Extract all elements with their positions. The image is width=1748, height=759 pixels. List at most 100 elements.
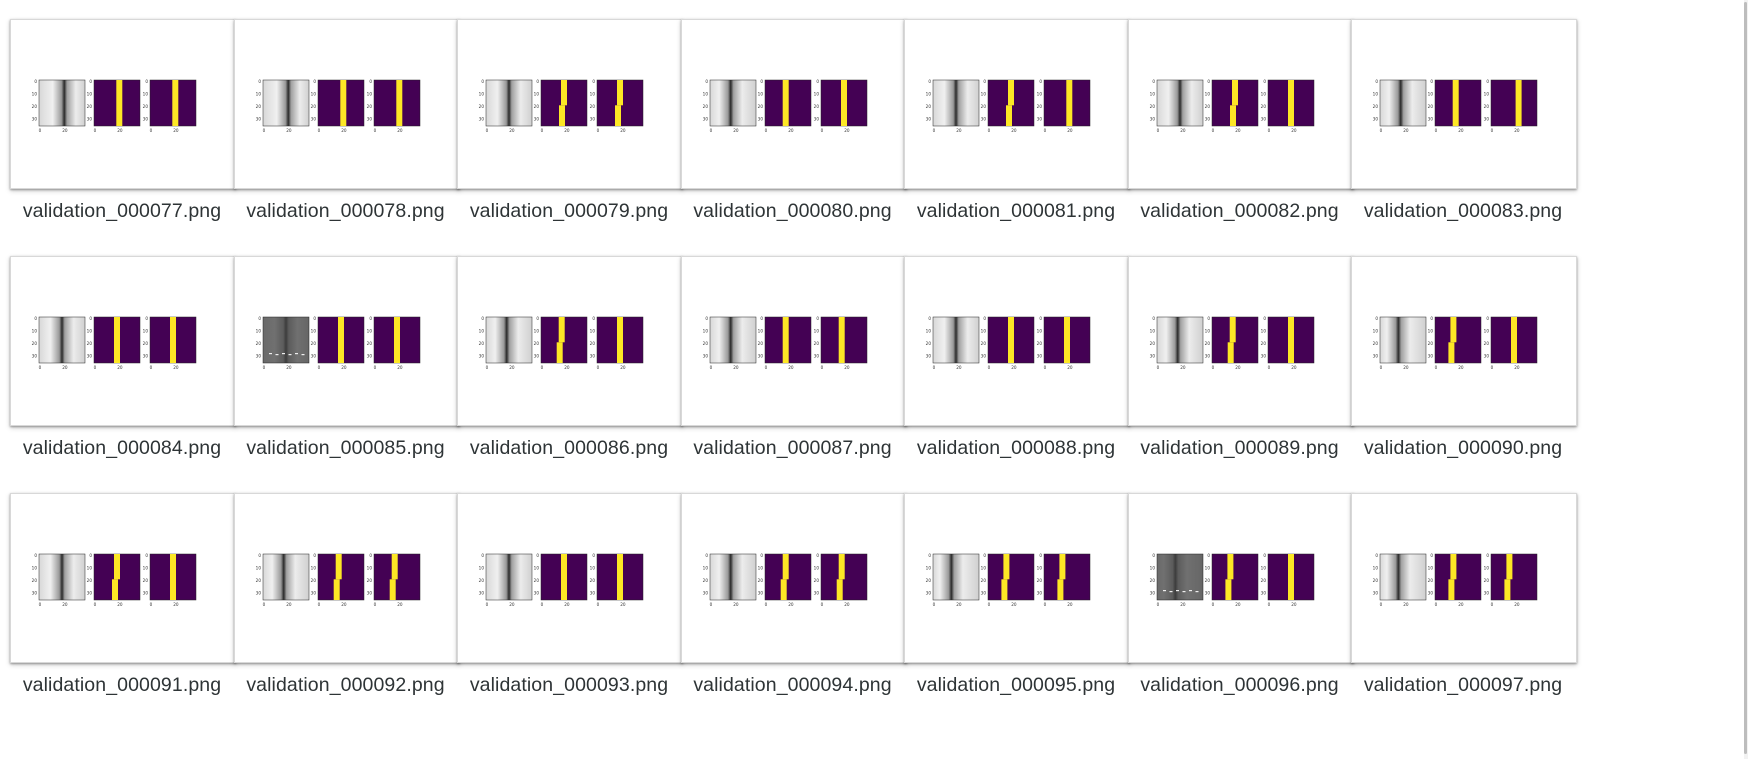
ground-truth-mask-stripe [114,317,120,363]
input-image-panel [262,553,309,601]
ground-truth-mask-panel [1434,316,1482,364]
file-name-label[interactable]: validation_000097.png [1363,674,1563,696]
file-item[interactable]: 0 10 20 30 0 20 0 10 20 30 0 20 0 10 20 30 0 20 validation… [222,0,462,240]
file-name-label[interactable]: validation_000091.png [22,674,222,696]
file-thumbnail[interactable]: 0 10 20 30 0 20 0 10 20 30 0 20 0 10 20 30 0 20 [1127,19,1354,189]
y-tick-label: 10 [1204,328,1210,333]
thumbnail-plot: 0 10 20 30 0 20 0 10 20 30 0 20 0 10 20 30 0 20 [1373,553,1538,607]
file-item[interactable]: 0 10 20 30 0 20 0 10 20 30 0 20 0 10 20 30 0 20 validation… [1339,0,1579,240]
scrollbar-thumb[interactable] [1744,2,1747,754]
file-thumbnail[interactable]: 0 10 20 30 0 20 0 10 20 30 0 20 0 10 20 30 0 20 [233,19,460,189]
file-name-label[interactable]: validation_000094.png [693,674,892,696]
file-thumbnail[interactable]: 0 10 20 30 0 20 0 10 20 30 0 20 0 10 20 30 0 20 [1351,19,1577,189]
file-name-label[interactable]: validation_000080.png [693,200,892,222]
file-name-label[interactable]: validation_000084.png [22,437,222,459]
file-name-label[interactable]: validation_000092.png [246,674,445,696]
y-tick-label: 30 [590,353,596,358]
file-name-label[interactable]: validation_000089.png [1140,437,1339,459]
file-thumbnail[interactable]: 0 10 20 30 0 20 0 10 20 30 0 20 0 10 20 30 0 20 [680,256,907,426]
prediction-mask-stripe [1287,80,1294,126]
file-name-label[interactable]: validation_000078.png [246,200,445,222]
thumbnail-plot: 0 10 20 30 0 20 0 10 20 30 0 20 0 10 20 30 0 20 [255,553,420,607]
file-item[interactable]: 0 10 20 30 0 20 0 10 20 30 0 20 0 10 20 30 0 20 validation… [1116,0,1356,240]
y-tick-label: 30 [757,116,763,121]
x-tick-label: 0 [486,602,489,607]
file-item[interactable]: 0 10 20 30 0 20 0 10 20 30 0 20 0 10 20 30 0 20 validation… [0,474,238,714]
y-tick-label: 30 [1428,590,1434,595]
x-tick-label: 0 [373,602,376,607]
file-item[interactable]: 0 10 20 30 0 20 0 10 20 30 0 20 0 10 20 30 0 20 validation… [1116,474,1356,714]
y-tick-label: 20 [702,578,708,583]
x-tick-label: 0 [1211,128,1214,133]
file-name-label[interactable]: validation_000088.png [916,437,1116,459]
file-item[interactable]: 0 10 20 30 0 20 0 10 20 30 0 20 0 10 20 30 0 20 validation… [0,237,238,477]
file-thumbnail[interactable]: 0 10 20 30 0 20 0 10 20 30 0 20 0 10 20 30 0 20 [10,493,236,663]
file-item[interactable]: 0 10 20 30 0 20 0 10 20 30 0 20 0 10 20 30 0 20 validation… [892,237,1132,477]
file-thumbnail[interactable]: 0 10 20 30 0 20 0 10 20 30 0 20 0 10 20 30 0 20 [1127,493,1354,663]
y-tick-label: 10 [1484,91,1490,96]
thumbnail-plot: 0 10 20 30 0 20 0 10 20 30 0 20 0 10 20 30 0 20 [1149,79,1314,133]
prediction-mask-stripe [615,105,621,126]
file-name-label[interactable]: validation_000077.png [22,200,222,222]
y-tick-label: 0 [536,316,539,321]
ground-truth-mask-panel [1434,553,1482,601]
ground-truth-mask-stripe [1003,554,1010,580]
file-name-label[interactable]: validation_000090.png [1363,437,1563,459]
file-item[interactable]: 0 10 20 30 0 20 0 10 20 30 0 20 0 10 20 30 0 20 validation… [1339,237,1579,477]
x-tick-label: 0 [933,602,936,607]
ground-truth-mask-stripe [1006,105,1012,126]
file-item[interactable]: 0 10 20 30 0 20 0 10 20 30 0 20 0 10 20 30 0 20 validation… [445,0,685,240]
file-name-label[interactable]: validation_000095.png [916,674,1116,696]
x-tick-label: 0 [94,365,97,370]
file-item[interactable]: 0 10 20 30 0 20 0 10 20 30 0 20 0 10 20 30 0 20 validation… [445,474,685,714]
x-tick-label: 0 [597,365,600,370]
file-name-label[interactable]: validation_000096.png [1140,674,1339,696]
file-thumbnail[interactable]: 0 10 20 30 0 20 0 10 20 30 0 20 0 10 20 30 0 20 [457,493,683,663]
file-name-label[interactable]: validation_000083.png [1363,200,1563,222]
file-item[interactable]: 0 10 20 30 0 20 0 10 20 30 0 20 0 10 20 30 0 20 validation… [669,474,909,714]
x-tick-label: 20 [286,602,292,607]
file-item[interactable]: 0 10 20 30 0 20 0 10 20 30 0 20 0 10 20 30 0 20 validation… [445,237,685,477]
file-thumbnail[interactable]: 0 10 20 30 0 20 0 10 20 30 0 20 0 10 20 30 0 20 [1351,493,1577,663]
file-thumbnail[interactable]: 0 10 20 30 0 20 0 10 20 30 0 20 0 10 20 30 0 20 [457,256,683,426]
y-tick-label: 20 [1484,341,1490,346]
file-thumbnail[interactable]: 0 10 20 30 0 20 0 10 20 30 0 20 0 10 20 30 0 20 [904,256,1130,426]
y-tick-label: 30 [366,590,372,595]
file-thumbnail[interactable]: 0 10 20 30 0 20 0 10 20 30 0 20 0 10 20 30 0 20 [680,493,907,663]
file-item[interactable]: 0 10 20 30 0 20 0 10 20 30 0 20 0 10 20 30 0 20 validation… [0,0,238,240]
file-thumbnail[interactable]: 0 10 20 30 0 20 0 10 20 30 0 20 0 10 20 30 0 20 [1351,256,1577,426]
file-thumbnail[interactable]: 0 10 20 30 0 20 0 10 20 30 0 20 0 10 20 30 0 20 [10,19,236,189]
file-thumbnail[interactable]: 0 10 20 30 0 20 0 10 20 30 0 20 0 10 20 30 0 20 [10,256,236,426]
file-name-label[interactable]: validation_000085.png [246,437,445,459]
file-thumbnail[interactable]: 0 10 20 30 0 20 0 10 20 30 0 20 0 10 20 30 0 20 [1127,256,1354,426]
file-name-label[interactable]: validation_000079.png [469,200,669,222]
file-item[interactable]: 0 10 20 30 0 20 0 10 20 30 0 20 0 10 20 30 0 20 validation… [1116,237,1356,477]
y-tick-label: 20 [1260,341,1266,346]
file-thumbnail[interactable]: 0 10 20 30 0 20 0 10 20 30 0 20 0 10 20 30 0 20 [233,493,460,663]
file-thumbnail[interactable]: 0 10 20 30 0 20 0 10 20 30 0 20 0 10 20 30 0 20 [233,256,460,426]
file-item[interactable]: 0 10 20 30 0 20 0 10 20 30 0 20 0 10 20 30 0 20 validation… [222,237,462,477]
file-item[interactable]: 0 10 20 30 0 20 0 10 20 30 0 20 0 10 20 30 0 20 validation… [892,0,1132,240]
file-name-label[interactable]: validation_000087.png [693,437,892,459]
file-thumbnail[interactable]: 0 10 20 30 0 20 0 10 20 30 0 20 0 10 20 30 0 20 [457,19,683,189]
input-image-panel [709,316,756,364]
prediction-mask-stripe [1066,80,1073,126]
file-thumbnail[interactable]: 0 10 20 30 0 20 0 10 20 30 0 20 0 10 20 30 0 20 [904,19,1130,189]
file-name-label[interactable]: validation_000082.png [1140,200,1339,222]
file-item[interactable]: 0 10 20 30 0 20 0 10 20 30 0 20 0 10 20 30 0 20 validation… [669,237,909,477]
prediction-mask-stripe [395,80,402,126]
y-tick-label: 30 [479,353,485,358]
vertical-scrollbar[interactable] [1744,0,1748,759]
file-thumbnail[interactable]: 0 10 20 30 0 20 0 10 20 30 0 20 0 10 20 30 0 20 [680,19,907,189]
file-name-label[interactable]: validation_000093.png [469,674,669,696]
x-tick-label: 20 [62,128,68,133]
file-name-label[interactable]: validation_000081.png [916,200,1116,222]
file-item[interactable]: 0 10 20 30 0 20 0 10 20 30 0 20 0 10 20 30 0 20 validation… [1339,474,1579,714]
file-item[interactable]: 0 10 20 30 0 20 0 10 20 30 0 20 0 10 20 30 0 20 validation… [892,474,1132,714]
y-tick-label: 20 [32,104,38,109]
file-name-label[interactable]: validation_000086.png [469,437,669,459]
file-item[interactable]: 0 10 20 30 0 20 0 10 20 30 0 20 0 10 20 30 0 20 validation… [669,0,909,240]
file-thumbnail[interactable]: 0 10 20 30 0 20 0 10 20 30 0 20 0 10 20 30 0 20 [904,493,1130,663]
x-tick-label: 20 [1235,365,1241,370]
file-item[interactable]: 0 10 20 30 0 20 0 10 20 30 0 20 0 10 20 30 0 20 validation… [222,474,462,714]
